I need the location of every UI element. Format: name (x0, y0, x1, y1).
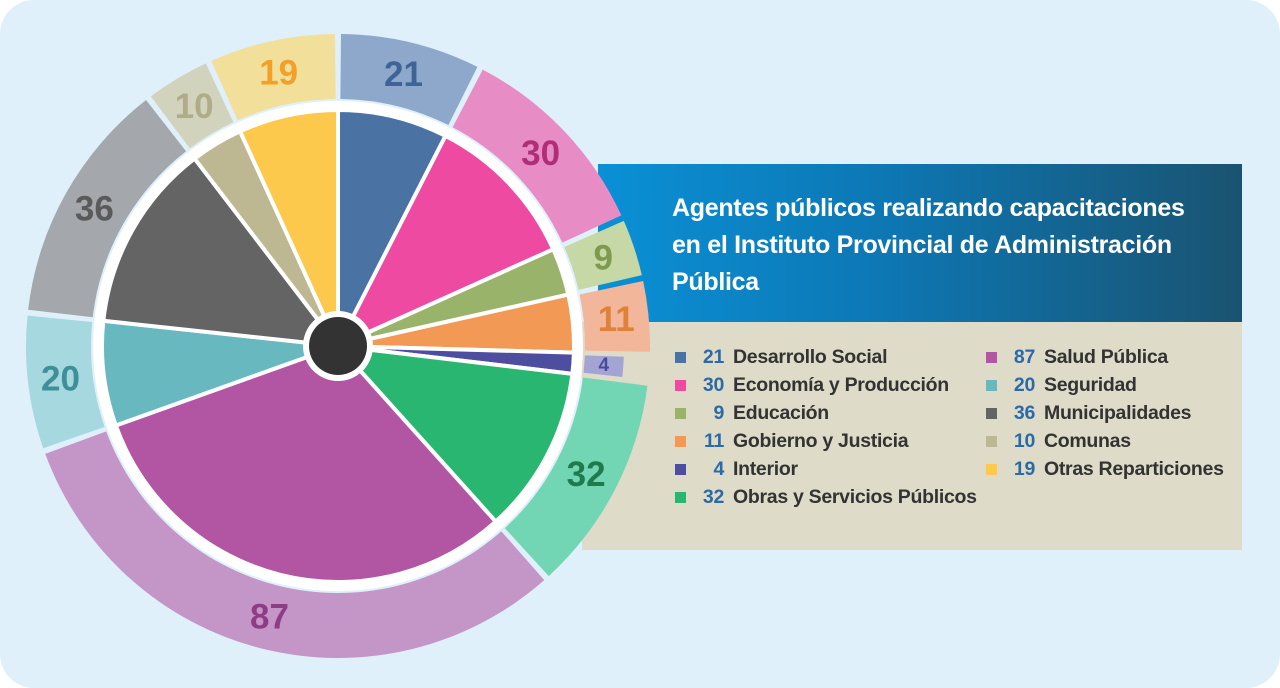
legend-swatch (986, 463, 997, 475)
legend-item-comunas: 10 Comunas (986, 429, 1131, 453)
legend-value: 9 (713, 401, 724, 424)
legend-label: Salud Pública (1044, 345, 1168, 368)
legend-label: Seguridad (1044, 373, 1137, 396)
outer-segment-gobierno-y-justicia (579, 280, 651, 352)
legend-swatch (675, 491, 686, 503)
legend-item-otras-reparticiones: 19 Otras Reparticiones (986, 457, 1224, 481)
legend-label: Obras y Servicios Públicos (733, 485, 977, 508)
slice-economia-y-produccion (336, 133, 556, 348)
legend-swatch (986, 379, 997, 391)
legend-value: 11 (703, 429, 724, 452)
legend-swatch (986, 351, 997, 363)
slice-salud-publica (113, 344, 498, 584)
center-dot (309, 317, 367, 375)
value-labels: 21 30 9 11 4 32 87 20 36 10 19 (41, 53, 635, 636)
value-label-gobierno-y-justicia: 11 (598, 300, 635, 339)
legend-value: 30 (702, 373, 724, 396)
legend-item-interior: 4 Interior (675, 457, 798, 481)
outer-segment-economia-y-produccion (452, 69, 622, 243)
legend-value: 32 (702, 485, 724, 508)
legend-label: Educación (733, 401, 829, 424)
legend-item-educacion: 9 Educación (675, 401, 829, 425)
legend-value: 19 (1013, 457, 1035, 480)
outer-segment-comunas (150, 63, 234, 149)
outer-segment-salud-publica (45, 431, 545, 659)
outer-segment-seguridad (26, 315, 105, 449)
legend-value: 20 (1013, 373, 1035, 396)
legend-value: 10 (1013, 429, 1035, 452)
chart-title-line-3: Pública (672, 268, 759, 296)
outer-segment-desarrollo-social (340, 34, 478, 126)
outer-segment-obras-y-servicios-publicos (504, 377, 648, 577)
value-label-interior: 4 (599, 355, 610, 376)
chart-title-line-2: en el Instituto Provincial de Administra… (672, 231, 1172, 259)
legend-label: Gobierno y Justicia (733, 429, 909, 452)
title-banner (598, 164, 1242, 322)
legend-swatch (675, 463, 686, 475)
value-label-salud-publica: 87 (250, 598, 289, 637)
outer-segment-interior (583, 355, 624, 378)
legend-swatch (986, 435, 997, 447)
legend-item-seguridad: 20 Seguridad (986, 373, 1137, 397)
value-label-obras-y-servicios-publicos: 32 (567, 455, 606, 494)
legend-label: Desarrollo Social (733, 345, 888, 368)
value-label-municipalidades: 36 (75, 190, 114, 229)
chart-title-line-1: Agentes públicos realizando capacitacion… (672, 194, 1185, 222)
value-label-economia-y-produccion: 30 (521, 134, 560, 173)
value-label-otras-reparticiones: 19 (259, 53, 298, 92)
legend-label: Economía y Producción (733, 373, 949, 396)
legend-swatch (986, 407, 997, 419)
legend-value: 21 (702, 345, 724, 368)
value-label-comunas: 10 (175, 87, 214, 126)
legend-item-municipalidades: 36 Municipalidades (986, 401, 1192, 425)
outer-segment-educacion (564, 220, 642, 290)
slice-otras-reparticiones (238, 108, 340, 348)
value-label-seguridad: 20 (41, 360, 80, 399)
outer-segment-otras-reparticiones (211, 34, 336, 121)
outer-segment-municipalidades (28, 100, 187, 318)
legend-value: 36 (1013, 401, 1035, 424)
legend-swatch (675, 351, 686, 363)
value-label-educacion: 9 (593, 238, 612, 277)
legend-label: Interior (733, 457, 798, 480)
value-label-desarrollo-social: 21 (384, 55, 423, 94)
legend-item-desarrollo-social: 21 Desarrollo Social (675, 345, 888, 369)
legend-label: Comunas (1044, 429, 1131, 452)
legend-item-economia-y-produccion: 30 Economía y Producción (675, 373, 949, 397)
legend-swatch (675, 407, 686, 419)
inner-pie (100, 108, 576, 584)
slice-seguridad (100, 318, 340, 428)
slice-obras-y-servicios-publicos (336, 344, 575, 524)
slice-desarrollo-social (336, 108, 448, 348)
outer-ring (26, 34, 651, 659)
legend-value: 4 (713, 457, 724, 480)
legend-value: 87 (1013, 345, 1035, 368)
legend-item-salud-publica: 87 Salud Pública (986, 345, 1168, 369)
slice-municipalidades (101, 156, 340, 348)
legend-swatch (675, 435, 686, 447)
legend-panel (582, 322, 1242, 550)
legend-label: Municipalidades (1044, 401, 1192, 424)
legend-item-gobierno-y-justicia: 11 Gobierno y Justicia (675, 429, 909, 453)
chart-title: Agentes públicos realizando capacitacion… (672, 190, 1232, 301)
legend-label: Otras Reparticiones (1044, 457, 1224, 480)
legend-swatch (675, 379, 686, 391)
legend-item-obras-y-servicios-publicos: 32 Obras y Servicios Públicos (675, 485, 977, 509)
